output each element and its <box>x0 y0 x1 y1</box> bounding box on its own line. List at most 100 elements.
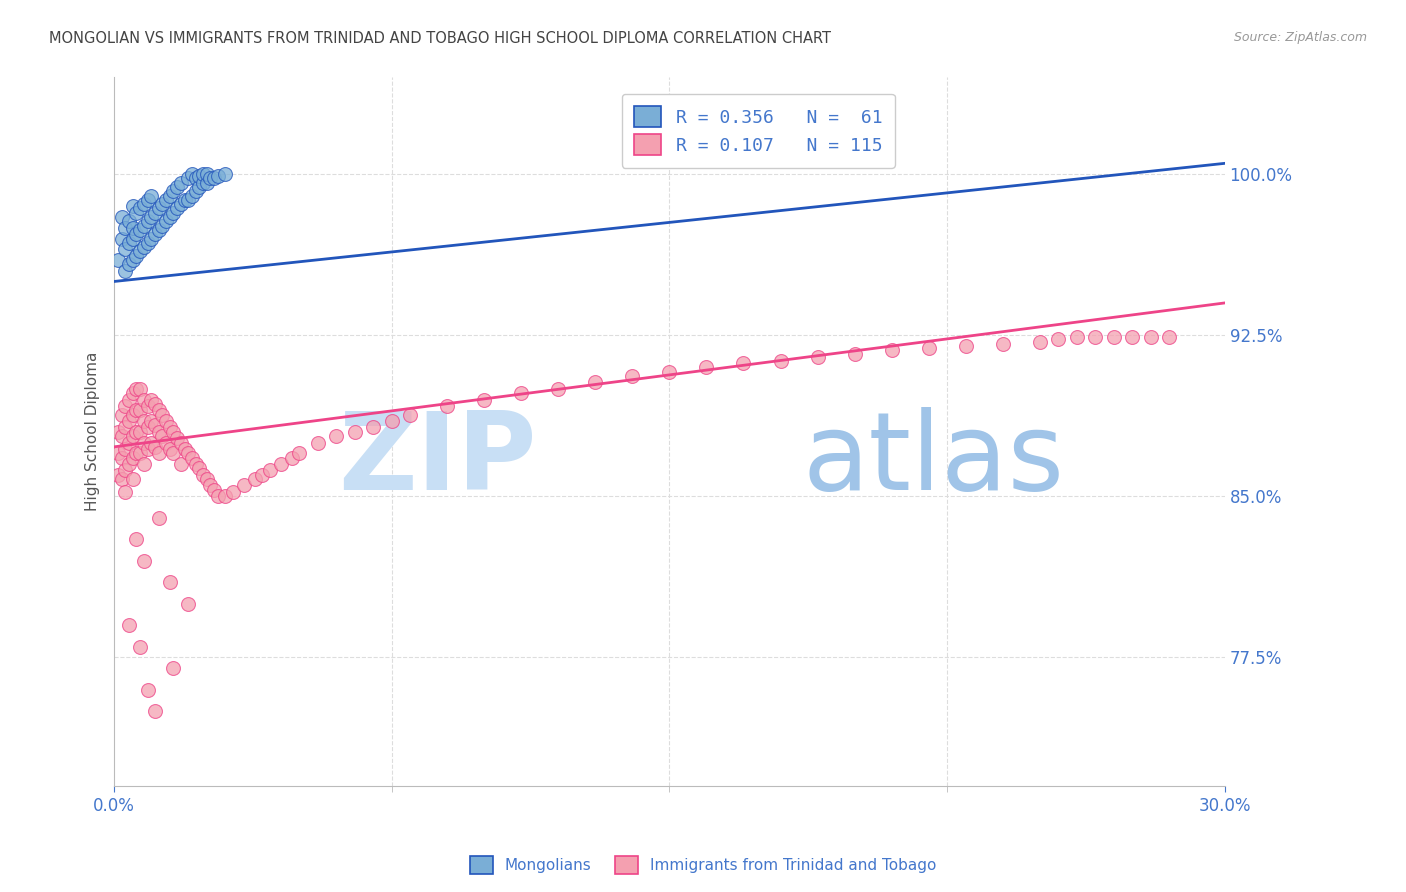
Point <box>136 235 159 250</box>
Point <box>132 554 155 568</box>
Point <box>125 446 148 460</box>
Point <box>188 180 211 194</box>
Point <box>141 188 163 202</box>
Point <box>121 386 143 401</box>
Text: MONGOLIAN VS IMMIGRANTS FROM TRINIDAD AND TOBAGO HIGH SCHOOL DIPLOMA CORRELATION: MONGOLIAN VS IMMIGRANTS FROM TRINIDAD AN… <box>49 31 831 46</box>
Point <box>195 472 218 486</box>
Point <box>121 472 143 486</box>
Point <box>132 219 155 233</box>
Point <box>221 484 243 499</box>
Point <box>129 425 152 439</box>
Point <box>769 354 792 368</box>
Point <box>110 210 132 224</box>
Point <box>200 478 222 492</box>
Point <box>107 425 129 439</box>
Point <box>1102 330 1125 344</box>
Point <box>136 420 159 434</box>
Point <box>150 219 173 233</box>
Point <box>114 399 136 413</box>
Point <box>170 197 193 211</box>
Point <box>132 435 155 450</box>
Point <box>118 457 141 471</box>
Point <box>288 446 311 460</box>
Point <box>129 640 152 654</box>
Point <box>399 408 422 422</box>
Point <box>136 442 159 456</box>
Point <box>148 425 170 439</box>
Point <box>118 618 141 632</box>
Point <box>136 682 159 697</box>
Point <box>733 356 755 370</box>
Point <box>695 360 717 375</box>
Point <box>202 171 225 186</box>
Point <box>150 197 173 211</box>
Point <box>1028 334 1050 349</box>
Point <box>107 446 129 460</box>
Point <box>162 184 184 198</box>
Point <box>207 489 229 503</box>
Point <box>121 450 143 465</box>
Point <box>118 435 141 450</box>
Point <box>325 429 347 443</box>
Point <box>243 472 266 486</box>
Point <box>125 425 148 439</box>
Point <box>125 532 148 546</box>
Point <box>1159 330 1181 344</box>
Point <box>121 429 143 443</box>
Point <box>132 240 155 254</box>
Point <box>214 489 236 503</box>
Point <box>121 220 143 235</box>
Point <box>170 457 193 471</box>
Point <box>307 435 329 450</box>
Point <box>188 461 211 475</box>
Point <box>143 227 166 242</box>
Point <box>184 184 207 198</box>
Point <box>129 244 152 259</box>
Point <box>200 171 222 186</box>
Point <box>132 197 155 211</box>
Point <box>166 431 188 445</box>
Point <box>1139 330 1161 344</box>
Point <box>583 376 606 390</box>
Point <box>381 414 404 428</box>
Point <box>184 457 207 471</box>
Point <box>141 435 163 450</box>
Point <box>125 382 148 396</box>
Point <box>259 463 281 477</box>
Point <box>114 463 136 477</box>
Point <box>110 429 132 443</box>
Point <box>195 176 218 190</box>
Point <box>121 231 143 245</box>
Point <box>159 420 181 434</box>
Point <box>148 202 170 216</box>
Point <box>118 235 141 250</box>
Point <box>129 382 152 396</box>
Point <box>162 661 184 675</box>
Point <box>148 510 170 524</box>
Point <box>118 414 141 428</box>
Legend: R = 0.356   N =  61, R = 0.107   N = 115: R = 0.356 N = 61, R = 0.107 N = 115 <box>621 94 896 168</box>
Point <box>118 392 141 407</box>
Point <box>141 414 163 428</box>
Point <box>118 257 141 271</box>
Point <box>181 450 204 465</box>
Point <box>177 446 200 460</box>
Legend: Mongolians, Immigrants from Trinidad and Tobago: Mongolians, Immigrants from Trinidad and… <box>464 850 942 880</box>
Point <box>232 478 254 492</box>
Point <box>155 193 177 207</box>
Point <box>143 440 166 454</box>
Point <box>121 199 143 213</box>
Point <box>141 392 163 407</box>
Point <box>188 169 211 184</box>
Point <box>129 403 152 417</box>
Point <box>110 472 132 486</box>
Point <box>184 171 207 186</box>
Point <box>955 339 977 353</box>
Point <box>363 420 385 434</box>
Point <box>107 252 129 267</box>
Point <box>162 446 184 460</box>
Point <box>844 347 866 361</box>
Point <box>114 484 136 499</box>
Point <box>207 169 229 184</box>
Point <box>170 435 193 450</box>
